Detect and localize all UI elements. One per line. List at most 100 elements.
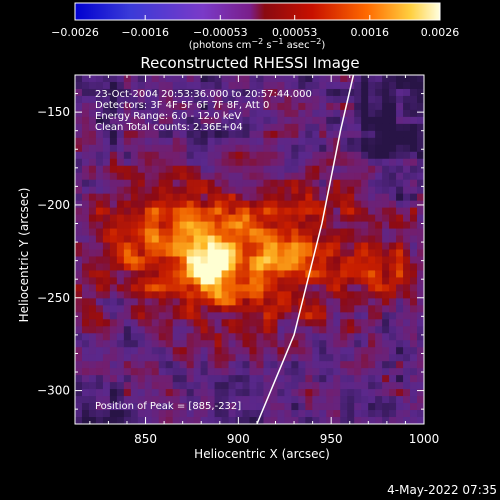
heatmap-cell <box>193 284 202 292</box>
heatmap-cell <box>270 249 279 258</box>
heatmap-cell <box>277 277 285 285</box>
heatmap-cell <box>256 319 265 327</box>
heatmap-cell <box>291 284 299 292</box>
heatmap-cell <box>263 137 272 146</box>
heatmap-cell <box>382 298 390 306</box>
heatmap-cell <box>172 130 181 139</box>
heatmap-cell <box>382 410 390 418</box>
heatmap-cell <box>249 326 258 334</box>
heatmap-cell <box>75 193 83 202</box>
heatmap-cell <box>354 249 362 258</box>
heatmap-cell <box>256 389 265 397</box>
heatmap-cell <box>319 249 327 258</box>
heatmap-cell <box>75 228 83 237</box>
heatmap-cell <box>207 340 216 348</box>
heatmap-cells <box>75 75 424 424</box>
heatmap-cell <box>361 403 369 411</box>
heatmap-cell <box>151 109 160 118</box>
heatmap-cell <box>172 207 181 216</box>
heatmap-cell <box>298 410 306 418</box>
heatmap-cell <box>144 277 153 285</box>
heatmap-cell <box>221 214 230 223</box>
heatmap-cell <box>256 410 265 418</box>
heatmap-cell <box>270 200 279 209</box>
heatmap-cell <box>277 116 285 125</box>
heatmap-cell <box>270 389 279 397</box>
heatmap-cell <box>200 291 209 299</box>
heatmap-cell <box>242 270 251 279</box>
heatmap-cell <box>382 214 390 223</box>
heatmap-cell <box>200 354 209 362</box>
heatmap-cell <box>200 165 209 174</box>
heatmap-cell <box>270 88 279 97</box>
heatmap-cell <box>81 396 90 404</box>
heatmap-cell <box>81 326 90 334</box>
heatmap-cell <box>172 256 181 265</box>
heatmap-cell <box>270 354 279 362</box>
heatmap-cell <box>291 95 299 104</box>
heatmap-cell <box>249 165 258 174</box>
info-line: Clean Total counts: 2.36E+04 <box>95 122 243 133</box>
heatmap-cell <box>263 207 272 216</box>
heatmap-cell <box>130 256 139 265</box>
heatmap-cell <box>403 298 411 306</box>
heatmap-cell <box>340 81 348 90</box>
heatmap-cell <box>144 235 153 244</box>
heatmap-cell <box>88 403 97 411</box>
heatmap-cell <box>179 137 188 146</box>
heatmap-cell <box>284 347 292 355</box>
heatmap-cell <box>403 242 411 251</box>
heatmap-cell <box>81 88 90 97</box>
heatmap-cell <box>102 368 111 376</box>
heatmap-cell <box>298 179 306 188</box>
heatmap-cell <box>291 109 299 118</box>
heatmap-cell <box>354 242 362 251</box>
heatmap-cell <box>200 298 209 306</box>
heatmap-cell <box>270 81 279 90</box>
heatmap-cell <box>263 102 272 111</box>
heatmap-cell <box>186 235 195 244</box>
heatmap-cell <box>396 130 404 139</box>
heatmap-cell <box>298 389 306 397</box>
heatmap-cell <box>305 214 313 223</box>
heatmap-cell <box>116 165 125 174</box>
heatmap-cell <box>207 389 216 397</box>
heatmap-cell <box>242 403 251 411</box>
heatmap-cell <box>123 361 132 369</box>
heatmap-cell <box>354 130 362 139</box>
heatmap-cell <box>95 130 104 139</box>
heatmap-cell <box>193 340 202 348</box>
heatmap-cell <box>347 109 355 118</box>
heatmap-cell <box>284 333 292 341</box>
heatmap-cell <box>396 333 404 341</box>
heatmap-cell <box>270 228 279 237</box>
heatmap-cell <box>410 75 418 83</box>
heatmap-cell <box>298 319 306 327</box>
heatmap-cell <box>340 417 348 424</box>
heatmap-cell <box>116 354 125 362</box>
heatmap-cell <box>354 319 362 327</box>
heatmap-cell <box>403 186 411 195</box>
heatmap-cell <box>235 333 244 341</box>
heatmap-cell <box>354 417 362 424</box>
heatmap-cell <box>305 256 313 265</box>
heatmap-cell <box>354 109 362 118</box>
heatmap-cell <box>263 179 272 188</box>
heatmap-cell <box>221 193 230 202</box>
heatmap-cell <box>410 249 418 258</box>
heatmap-cell <box>312 186 320 195</box>
heatmap-cell <box>214 249 223 258</box>
heatmap-cell <box>326 263 334 272</box>
heatmap-cell <box>158 235 167 244</box>
heatmap-cell <box>417 347 424 355</box>
heatmap-cell <box>207 109 216 118</box>
heatmap-cell <box>137 368 146 376</box>
heatmap-cell <box>389 95 397 104</box>
heatmap-cell <box>284 410 292 418</box>
heatmap-cell <box>179 214 188 223</box>
heatmap-cell <box>207 235 216 244</box>
heatmap-cell <box>305 305 313 313</box>
heatmap-cell <box>340 340 348 348</box>
heatmap-cell <box>284 81 292 90</box>
heatmap-cell <box>340 354 348 362</box>
